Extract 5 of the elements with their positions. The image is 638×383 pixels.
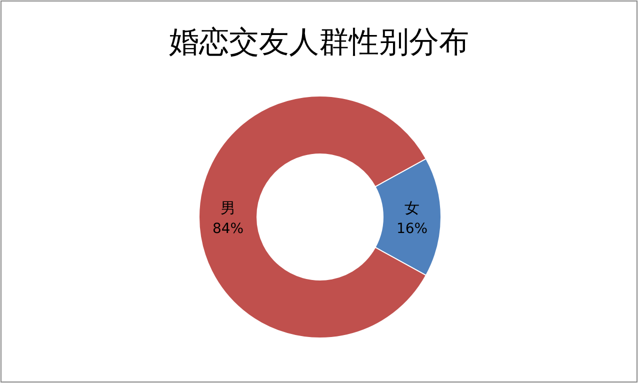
data-label: 16% — [396, 221, 428, 237]
slice-label: 男 — [220, 199, 236, 217]
slice-label: 女 — [404, 199, 420, 217]
data-label: 84% — [212, 221, 244, 237]
chart-title: 婚恋交友人群性别分布 — [169, 25, 469, 60]
